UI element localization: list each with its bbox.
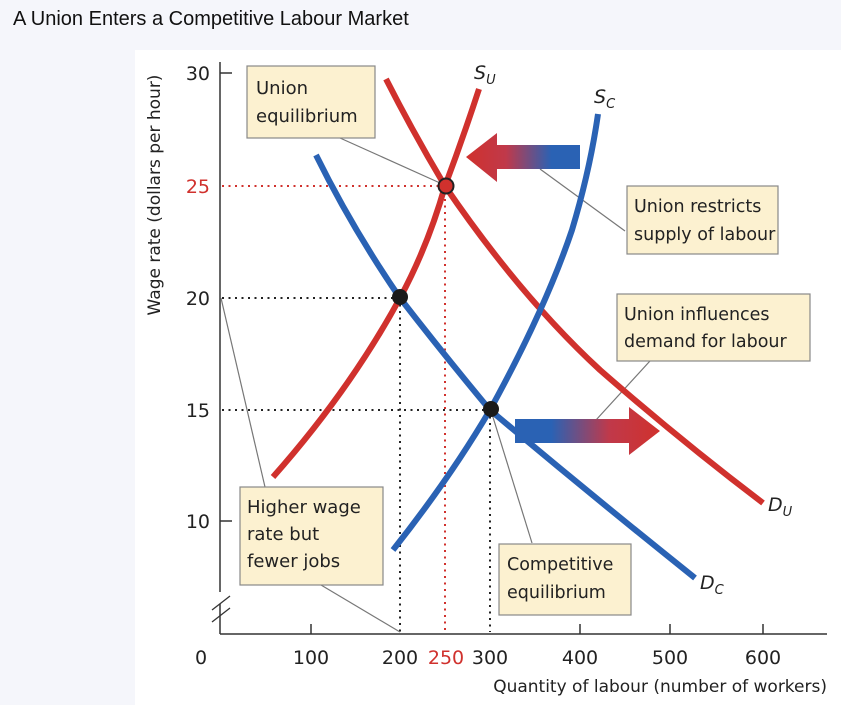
y-tick-10: 10: [186, 511, 210, 533]
callout-higher-wage-fewer-jobs: Higher wage rate but fewer jobs: [239, 486, 384, 586]
curve-sc: [390, 113, 601, 552]
svg-text:Union influences: Union influences: [624, 305, 770, 325]
svg-text:Union restricts: Union restricts: [634, 197, 761, 217]
label-su: SU: [474, 62, 496, 88]
svg-text:Union: Union: [256, 78, 308, 99]
svg-text:fewer jobs: fewer jobs: [247, 551, 340, 572]
y-tick-20: 20: [186, 288, 210, 310]
svg-text:demand for labour: demand for labour: [624, 332, 788, 352]
x-tick-100: 100: [293, 647, 329, 669]
svg-text:Higher wage: Higher wage: [247, 497, 361, 518]
higher-wage-point: [392, 289, 408, 305]
svg-text:supply of labour: supply of labour: [634, 225, 776, 245]
curve-su: [270, 88, 482, 479]
callout-competitive-equilibrium: Competitive equilibrium: [498, 543, 632, 616]
callout-leaders: [220, 137, 661, 633]
x-tick-0: 0: [195, 647, 207, 669]
x-tick-400: 400: [562, 647, 598, 669]
callout-union-influences-demand: Union influences demand for labour: [616, 293, 811, 362]
y-axis-label: Wage rate (dollars per hour): [145, 75, 165, 316]
x-axis-label: Quantity of labour (number of workers): [493, 677, 827, 697]
arrow-demand-right-icon: [515, 407, 660, 455]
x-tick-200: 200: [382, 647, 418, 669]
x-tick-600: 600: [745, 647, 781, 669]
svg-text:rate but: rate but: [247, 524, 319, 545]
callout-union-restricts-supply: Union restricts supply of labour: [626, 185, 779, 255]
axis-break-icon: [211, 595, 231, 611]
axes: [211, 62, 827, 635]
x-tick-500: 500: [652, 647, 688, 669]
y-tick-30: 30: [186, 63, 210, 85]
svg-text:Competitive: Competitive: [507, 555, 613, 575]
curve-dc: [313, 153, 697, 581]
svg-text:equilibrium: equilibrium: [256, 106, 358, 127]
label-du: DU: [768, 494, 793, 520]
union-equilibrium-point: [437, 177, 455, 195]
svg-text:equilibrium: equilibrium: [507, 583, 606, 603]
y-tick-25: 25: [186, 176, 210, 198]
x-tick-300: 300: [472, 647, 508, 669]
competitive-equilibrium-point: [483, 401, 499, 417]
curve-du: [383, 77, 765, 506]
arrow-supply-left-icon: [466, 133, 580, 182]
x-tick-250: 250: [428, 647, 464, 669]
label-sc: SC: [594, 86, 616, 112]
y-tick-15: 15: [186, 400, 210, 422]
label-dc: DC: [700, 572, 725, 598]
chart-title: A Union Enters a Competitive Labour Mark…: [13, 8, 409, 30]
callout-union-equilibrium: Union equilibrium: [246, 65, 376, 139]
